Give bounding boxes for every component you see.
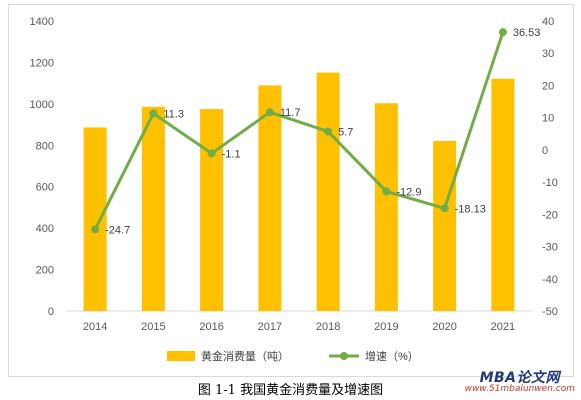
right-axis-tick: -30 bbox=[542, 242, 558, 254]
right-axis-tick: 10 bbox=[542, 113, 554, 125]
x-axis-tick: 2021 bbox=[491, 321, 515, 333]
growth-data-label: 11.7 bbox=[280, 107, 301, 119]
left-axis-ticks: 0 200 400 600 800 1000 1200 1400 bbox=[30, 16, 54, 318]
legend-bar-label: 黄金消费量（吨） bbox=[201, 349, 289, 363]
growth-data-label: 36.53 bbox=[513, 27, 541, 39]
consumption-bar bbox=[200, 109, 224, 312]
bar-series bbox=[83, 72, 515, 312]
left-axis-tick: 1000 bbox=[30, 99, 54, 111]
left-axis-tick: 400 bbox=[36, 223, 54, 235]
growth-data-label: -1.1 bbox=[222, 148, 241, 160]
right-axis-tick: -10 bbox=[542, 177, 558, 189]
legend-bar-swatch bbox=[167, 351, 195, 361]
x-axis-tick: 2020 bbox=[432, 321, 456, 333]
left-axis-tick: 600 bbox=[36, 182, 54, 194]
growth-point bbox=[91, 225, 100, 234]
left-axis-tick: 200 bbox=[36, 265, 54, 277]
growth-point bbox=[440, 204, 449, 213]
x-axis-tick: 2015 bbox=[141, 321, 165, 333]
consumption-bar bbox=[83, 127, 107, 311]
growth-point bbox=[498, 28, 507, 37]
legend-line-label: 增速（%） bbox=[365, 349, 419, 363]
growth-point bbox=[207, 149, 216, 158]
watermark-brand: MBA论文网 bbox=[479, 370, 560, 386]
left-axis-tick: 1400 bbox=[30, 16, 54, 28]
consumption-bar bbox=[433, 140, 457, 311]
growth-point bbox=[382, 187, 391, 196]
x-axis-tick: 2016 bbox=[199, 321, 223, 333]
consumption-bar bbox=[258, 85, 282, 312]
left-axis-tick: 800 bbox=[36, 140, 54, 152]
growth-point bbox=[149, 109, 158, 118]
x-axis-tick: 2019 bbox=[374, 321, 398, 333]
right-axis-tick: 40 bbox=[542, 16, 554, 28]
left-axis-tick: 0 bbox=[48, 306, 54, 318]
right-axis-tick: -40 bbox=[542, 274, 558, 286]
consumption-bar bbox=[491, 78, 515, 312]
right-axis-tick: 20 bbox=[542, 80, 554, 92]
growth-points bbox=[91, 28, 507, 234]
x-axis-tick: 2014 bbox=[83, 321, 107, 333]
chart-caption: 图 1-1 我国黄金消费量及增速图 bbox=[197, 383, 384, 398]
growth-data-label: 5.7 bbox=[338, 127, 353, 139]
growth-data-label: -24.7 bbox=[105, 224, 130, 236]
right-axis-tick: 30 bbox=[542, 48, 554, 60]
growth-data-labels: -24.7 11.3 -1.1 11.7 5.7 -12.9 -18.13 36.53 bbox=[105, 27, 540, 236]
growth-data-label: 11.3 bbox=[163, 108, 184, 120]
growth-data-label: -12.9 bbox=[396, 186, 421, 198]
right-axis-tick: -50 bbox=[542, 306, 558, 318]
consumption-bar bbox=[141, 106, 165, 311]
x-axis-tick: 2017 bbox=[258, 321, 282, 333]
legend-line-marker bbox=[340, 352, 348, 360]
growth-point bbox=[265, 108, 274, 117]
growth-point bbox=[324, 127, 333, 136]
x-axis-tick: 2018 bbox=[316, 321, 340, 333]
right-axis-tick: 0 bbox=[542, 145, 548, 157]
watermark-logo: MBA论文网 www.51mbalunwen.com bbox=[465, 371, 575, 394]
growth-line bbox=[93, 31, 505, 231]
right-axis-tick: -20 bbox=[542, 209, 558, 221]
left-axis-tick: 1200 bbox=[30, 57, 54, 69]
chart-frame: 0 200 400 600 800 1000 1200 1400 -50 -40 -30 -20 -1… bbox=[8, 4, 574, 377]
consumption-bar bbox=[316, 72, 340, 311]
growth-data-label: -18.13 bbox=[455, 203, 486, 215]
legend: 黄金消费量（吨） 增速（%） bbox=[167, 349, 419, 363]
x-axis-ticks: 2014 2015 2016 2017 2018 2019 2020 2021 bbox=[83, 321, 515, 333]
consumption-bar bbox=[374, 103, 398, 311]
watermark-url: www.51mbalunwen.com bbox=[464, 384, 575, 394]
right-axis-ticks: -50 -40 -30 -20 -10 0 10 20 30 40 bbox=[542, 16, 558, 318]
